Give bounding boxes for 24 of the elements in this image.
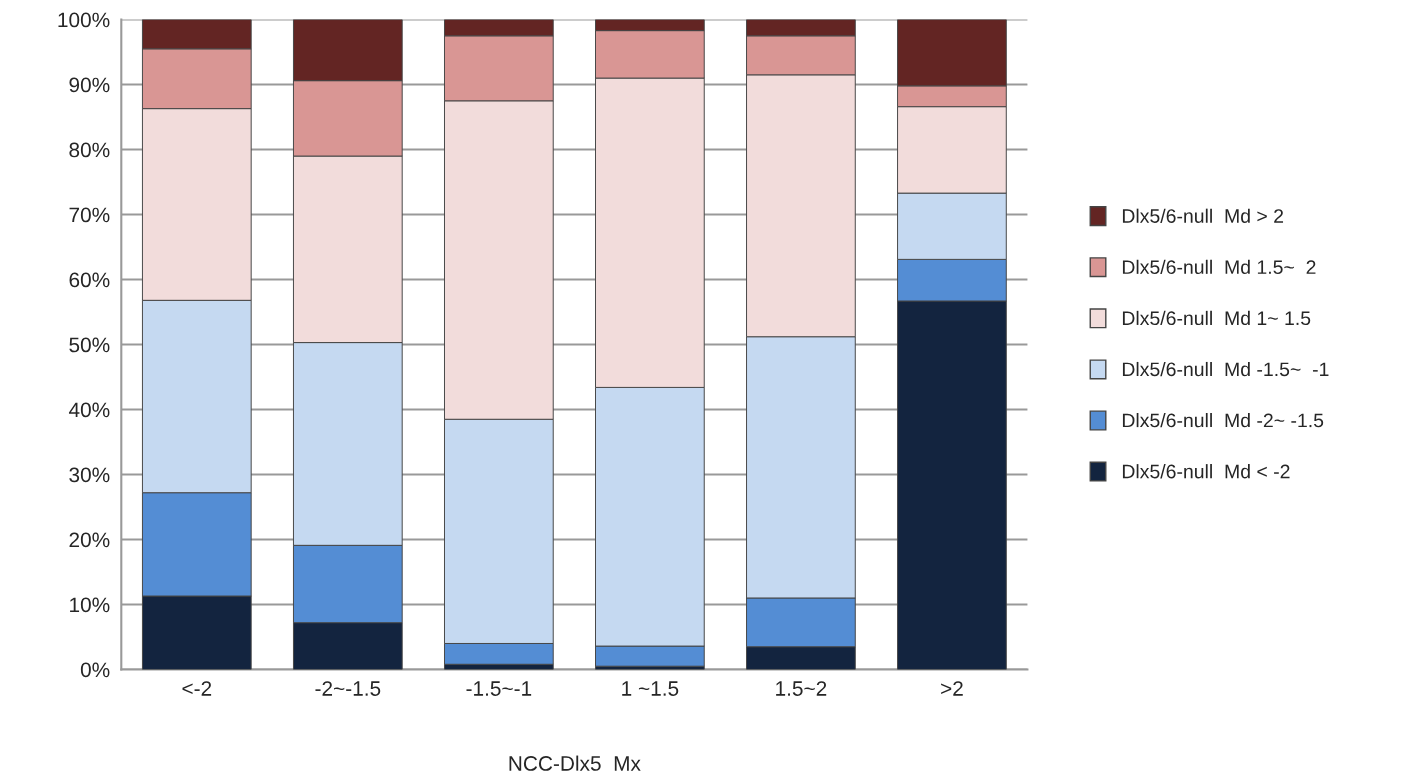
y-tick-label: 0%	[80, 662, 110, 678]
y-tick-label: 30%	[69, 467, 110, 483]
x-tick-label: >2	[941, 681, 963, 696]
y-tick-label: 100%	[58, 12, 110, 28]
x-tick-label: <-2	[182, 681, 212, 696]
x-tick-label: -1.5~-1	[466, 681, 532, 696]
legend-label: Dlx5/6-null Md -1.5~ -1	[1122, 361, 1329, 377]
x-tick-label: 1 ~1.5	[622, 681, 679, 696]
legend-label: Dlx5/6-null Md -2~ -1.5	[1122, 413, 1324, 428]
y-tick-label: 40%	[68, 402, 110, 418]
y-tick-label: 20%	[69, 532, 110, 548]
x-tick-label: -2~-1.5	[315, 681, 381, 696]
y-tick-label: 10%	[70, 597, 110, 613]
legend-label: Dlx5/6-null Md 1~ 1.5	[1122, 310, 1311, 326]
y-tick-label: 70%	[69, 207, 110, 223]
y-tick-label: 90%	[69, 77, 110, 93]
y-tick-label: 80%	[69, 142, 110, 158]
x-axis-title: NCC-Dlx5 Mx	[509, 755, 641, 771]
y-tick-label: 50%	[69, 337, 110, 353]
legend-label: Dlx5/6-null Md 1.5~ 2	[1122, 259, 1316, 275]
x-tick-label: 1.5~2	[776, 681, 827, 696]
y-tick-label: 60%	[69, 272, 110, 288]
legend-label: Dlx5/6-null Md > 2	[1122, 208, 1284, 223]
legend-label: Dlx5/6-null Md < -2	[1122, 464, 1290, 479]
